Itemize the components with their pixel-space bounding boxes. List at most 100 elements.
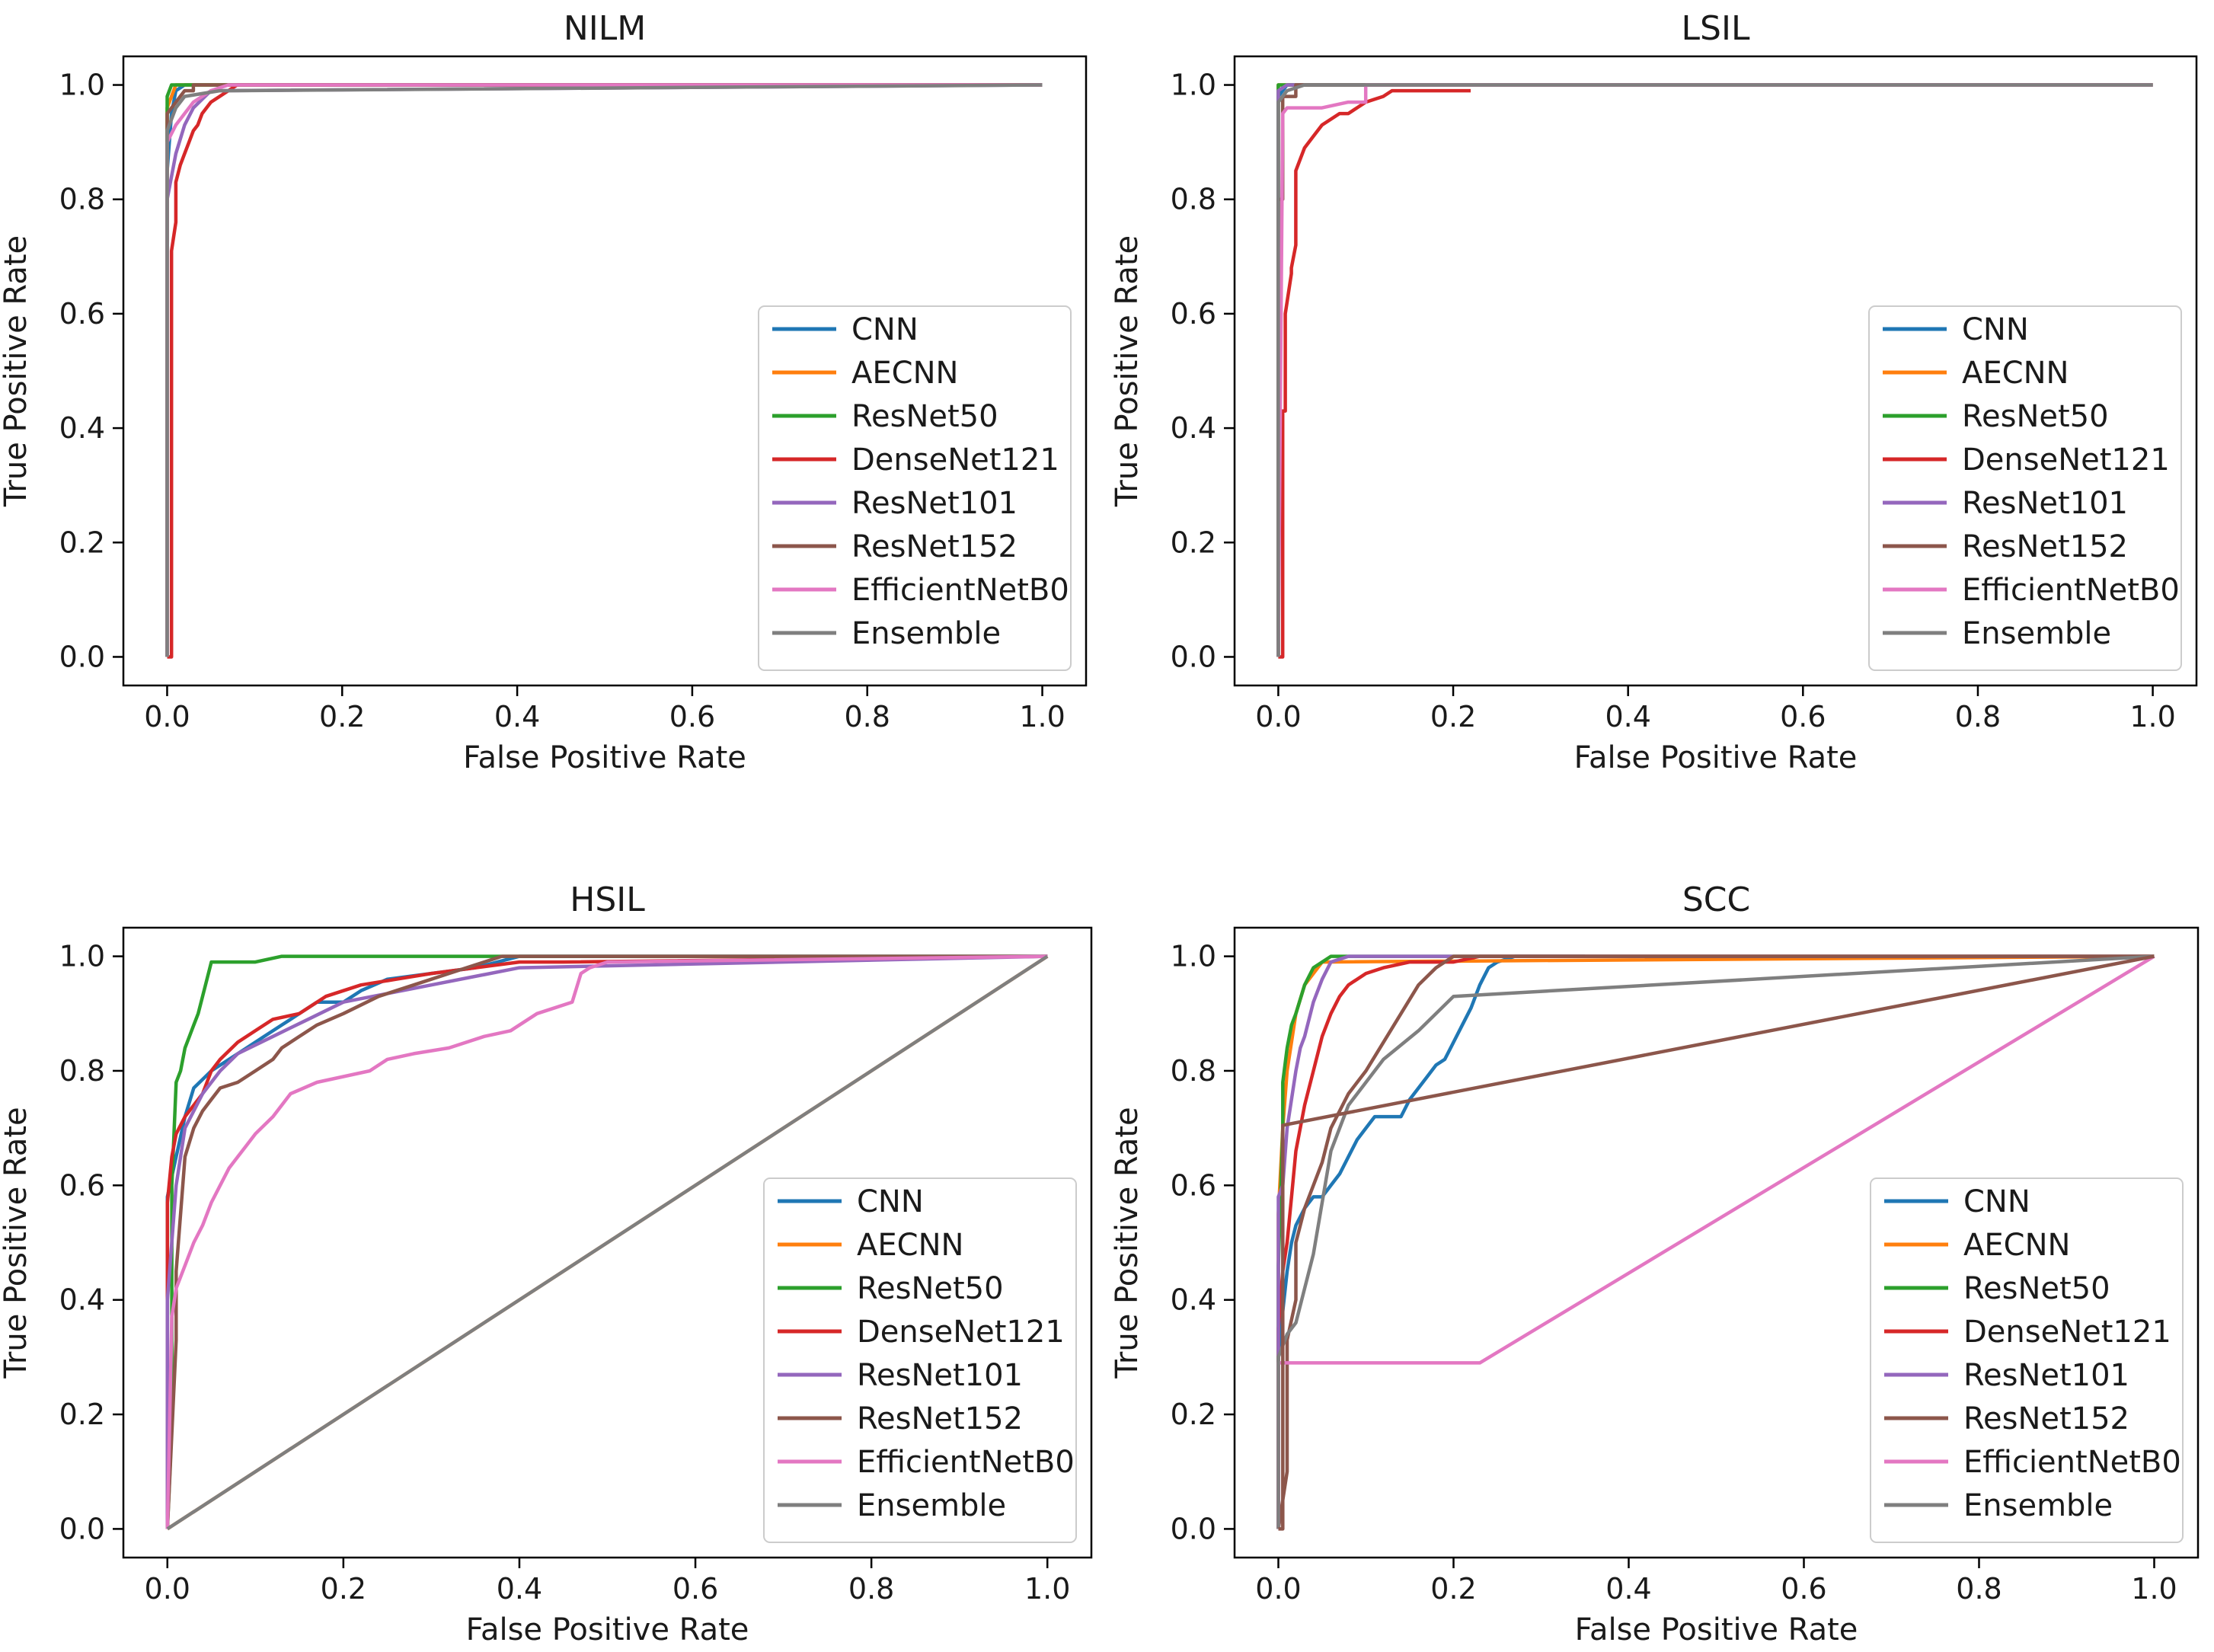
x-tick-label: 0.2 — [1430, 1572, 1476, 1606]
legend-label-resnet50: ResNet50 — [857, 1271, 1004, 1306]
legend-label-resnet50: ResNet50 — [1962, 399, 2109, 434]
legend-label-cnn: CNN — [851, 312, 919, 347]
legend-label-cnn: CNN — [1962, 312, 2029, 347]
legend-label-resnet101: ResNet101 — [857, 1358, 1023, 1393]
series-group — [165, 954, 1049, 1531]
series-line-ensemble — [166, 954, 1049, 1531]
legend-label-resnet101: ResNet101 — [1962, 486, 2128, 521]
panel-hsil: HSIL 0.0 0.2 0.4 0.6 0.8 1.0 0.0 0.2 0.4 0.6 0.8 1.0… — [0, 880, 1093, 1647]
series-line-densenet121 — [1278, 88, 1471, 659]
chart-title: NILM — [564, 9, 646, 48]
y-tick-label: 0.2 — [59, 1398, 105, 1431]
series-line-densenet121 — [1276, 954, 2155, 1529]
legend-label-ensemble: Ensemble — [1963, 1488, 2113, 1523]
x-tick-label: 0.4 — [497, 1572, 542, 1606]
x-tick-label: 0.4 — [494, 700, 540, 733]
series-group — [1276, 83, 2153, 659]
x-tick-label: 0.6 — [1781, 1572, 1826, 1606]
legend-label-resnet101: ResNet101 — [1963, 1358, 2129, 1393]
legend: CNN AECNN ResNet50 DenseNet121 ResNet101 ResN… — [1868, 305, 2182, 671]
x-tick-label: 0.0 — [145, 1572, 190, 1606]
y-tick-label: 0.6 — [59, 297, 105, 331]
x-axis-label: False Positive Rate — [466, 1612, 749, 1647]
legend: CNN AECNN ResNet50 DenseNet121 ResNet101 ResN… — [763, 1177, 1077, 1543]
axes-frame — [122, 926, 1093, 1559]
y-tick-label: 0.8 — [59, 1054, 105, 1088]
y-axis-label: True Positive Rate — [1110, 235, 1145, 507]
panel-lsil: LSIL 0.0 0.2 0.4 0.6 0.8 1.0 0.0 0.2 0.4 0.6 0.8 1.0… — [1110, 9, 2198, 775]
y-axis-label: True Positive Rate — [0, 1107, 34, 1379]
x-tick-label: 0.6 — [1780, 700, 1826, 733]
legend-label-resnet152: ResNet152 — [857, 1401, 1023, 1436]
panel-nilm: NILM 0.0 0.2 0.4 0.6 0.8 1.0 0.0 0.2 0.4 0.6 0.8 1.0… — [0, 9, 1088, 775]
x-tick-label: 0.2 — [321, 1572, 366, 1606]
series-line-ensemble — [1276, 83, 2153, 657]
series-line-efficientnetb0 — [1276, 83, 2153, 657]
x-axis-label: False Positive Rate — [463, 740, 746, 775]
legend-label-densenet121: DenseNet121 — [1962, 443, 2170, 478]
x-tick-label: 0.8 — [1956, 1572, 2002, 1606]
panel-scc: SCC 0.0 0.2 0.4 0.6 0.8 1.0 0.0 0.2 0.4 0.6 0.8 1.0 F… — [1110, 880, 2200, 1647]
legend-label-ensemble: Ensemble — [857, 1488, 1006, 1523]
x-axis-label: False Positive Rate — [1574, 740, 1858, 775]
y-axis-label: True Positive Rate — [1110, 1107, 1145, 1379]
legend-label-aecnn: AECNN — [1963, 1228, 2070, 1263]
axes-frame — [1233, 55, 2198, 687]
legend-box — [1868, 305, 2182, 671]
y-tick-label: 0.0 — [59, 640, 105, 673]
series-line-resnet152 — [1276, 954, 2155, 1529]
y-tick-label: 0.4 — [59, 411, 105, 445]
x-tick-label: 0.8 — [848, 1572, 894, 1606]
series-line-efficientnetb0 — [165, 83, 1043, 657]
series-line-resnet101 — [165, 954, 1048, 1529]
legend-label-densenet121: DenseNet121 — [1963, 1315, 2171, 1350]
legend-label-resnet152: ResNet152 — [1963, 1401, 2129, 1436]
legend-label-cnn: CNN — [1963, 1184, 2030, 1219]
chart-title: LSIL — [1682, 9, 1750, 48]
x-tick-label: 0.2 — [1430, 700, 1476, 733]
x-tick-label: 1.0 — [1019, 700, 1065, 733]
x-tick-label: 0.6 — [673, 1572, 718, 1606]
legend-label-aecnn: AECNN — [851, 356, 958, 391]
series-line-ensemble — [165, 83, 1043, 657]
y-tick-label: 0.6 — [1171, 1168, 1216, 1202]
chart-title: HSIL — [570, 880, 645, 919]
legend-label-efficientnetb0: EfficientNetB0 — [857, 1445, 1075, 1480]
legend-label-resnet50: ResNet50 — [851, 399, 998, 434]
legend-box — [1870, 1177, 2184, 1543]
y-tick-label: 0.4 — [1171, 1283, 1216, 1317]
x-tick-label: 0.0 — [1255, 700, 1301, 733]
y-tick-label: 0.6 — [59, 1168, 105, 1202]
legend-label-densenet121: DenseNet121 — [851, 443, 1059, 478]
legend-label-aecnn: AECNN — [857, 1228, 963, 1263]
series-line-densenet121 — [167, 83, 1043, 659]
chart-title: SCC — [1682, 880, 1750, 919]
legend: CNN AECNN ResNet50 DenseNet121 ResNet101 ResN… — [1870, 1177, 2184, 1543]
x-tick-label: 0.2 — [319, 700, 365, 733]
x-tick-label: 1.0 — [1024, 1572, 1070, 1606]
x-tick-label: 0.4 — [1605, 1572, 1651, 1606]
legend-label-cnn: CNN — [857, 1184, 924, 1219]
axes-frame — [1233, 926, 2200, 1559]
x-tick-label: 0.8 — [1955, 700, 2001, 733]
series-line-cnn — [1276, 954, 1585, 1529]
legend-label-resnet152: ResNet152 — [1962, 529, 2128, 564]
legend-label-ensemble: Ensemble — [851, 616, 1001, 651]
legend-label-efficientnetb0: EfficientNetB0 — [851, 573, 1069, 608]
legend-label-resnet152: ResNet152 — [851, 529, 1018, 564]
x-tick-label: 0.6 — [669, 700, 715, 733]
legend-label-efficientnetb0: EfficientNetB0 — [1962, 573, 2180, 608]
y-tick-label: 0.2 — [1171, 526, 1216, 559]
y-tick-label: 0.2 — [1171, 1398, 1216, 1431]
series-line-resnet152 — [165, 954, 1048, 1529]
legend: CNN AECNN ResNet50 DenseNet121 ResNet101 ResN… — [758, 305, 1072, 671]
legend-label-resnet101: ResNet101 — [851, 486, 1018, 521]
y-tick-label: 1.0 — [59, 69, 105, 102]
x-tick-label: 0.0 — [144, 700, 190, 733]
y-tick-label: 1.0 — [1171, 940, 1216, 973]
series-group — [165, 83, 1043, 659]
y-tick-label: 1.0 — [59, 940, 105, 973]
series-group — [1276, 954, 2155, 1531]
y-tick-label: 0.0 — [1171, 640, 1216, 673]
